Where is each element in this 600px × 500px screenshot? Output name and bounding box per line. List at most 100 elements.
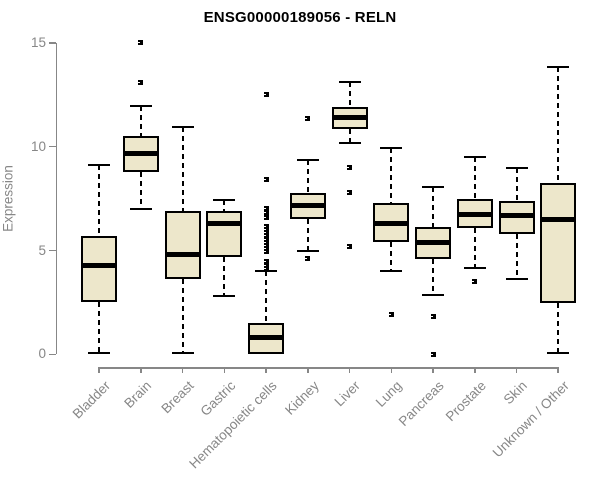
y-tick [49, 249, 56, 252]
outlier-point [263, 249, 269, 255]
outlier-point [263, 224, 269, 230]
whisker-upper [223, 199, 226, 212]
whisker-cap-lower [296, 249, 319, 252]
y-tick-label: 0 [38, 346, 46, 362]
whisker-cap-lower [129, 207, 152, 210]
whisker-lower [473, 227, 476, 269]
whisker-cap-upper [296, 159, 319, 162]
whisker-cap-lower [463, 267, 486, 270]
whisker-lower [348, 129, 351, 143]
x-tick [265, 367, 267, 373]
median-line [500, 212, 533, 218]
outlier-point [263, 92, 269, 98]
whisker-cap-upper [380, 146, 403, 149]
outlier-point [430, 351, 436, 357]
y-tick-label: 5 [38, 242, 46, 258]
outlier-point [263, 242, 269, 248]
whisker-cap-upper [505, 167, 528, 170]
whisker-cap-lower [171, 352, 194, 355]
x-tick [181, 367, 184, 373]
box [164, 211, 201, 279]
outlier-point [305, 256, 311, 262]
median-line [375, 221, 408, 226]
outlier-point [138, 79, 144, 85]
median-line [333, 115, 366, 121]
outlier-point [263, 265, 269, 271]
box [540, 183, 577, 304]
x-tick [432, 367, 434, 373]
outlier-point [263, 206, 269, 212]
x-tick-label: Prostate [442, 378, 489, 425]
whisker-cap-upper [129, 105, 152, 108]
y-tick [49, 353, 56, 356]
whisker-upper [348, 82, 351, 108]
whisker-cap-upper [338, 81, 361, 84]
whisker-lower [515, 233, 518, 279]
x-tick-label: Unknown / Other [489, 378, 572, 461]
x-tick [557, 367, 559, 373]
x-tick [223, 367, 226, 373]
median-line [291, 203, 324, 209]
outlier-point [388, 312, 394, 318]
whisker-upper [98, 165, 101, 236]
whisker-cap-lower [88, 352, 111, 355]
whisker-cap-lower [547, 352, 570, 355]
whisker-lower [98, 302, 101, 354]
outlier-point [263, 177, 269, 183]
median-line [83, 262, 116, 268]
whisker-lower [432, 258, 435, 296]
median-line [166, 252, 199, 258]
box [81, 235, 118, 303]
outlier-point [347, 164, 353, 170]
median-line [250, 335, 283, 341]
x-tick-label: Brain [121, 378, 155, 411]
whisker-lower [306, 219, 309, 251]
outlier-point [347, 243, 353, 249]
outlier-point [263, 214, 269, 220]
whisker-cap-upper [255, 270, 278, 273]
outlier-point [263, 209, 269, 215]
outlier-point [305, 116, 311, 122]
whisker-cap-upper [463, 156, 486, 159]
y-axis-line [55, 42, 57, 355]
outlier-point [263, 245, 269, 251]
x-tick-label: Pancreas [395, 378, 447, 429]
whisker-cap-upper [171, 125, 194, 128]
whisker-cap-lower [213, 295, 236, 298]
x-tick [515, 367, 518, 373]
x-tick-label: Liver [331, 378, 364, 410]
whisker-cap-lower [380, 270, 403, 273]
outlier-point [430, 314, 436, 320]
x-tick-label: Bladder [69, 378, 113, 422]
whisker-lower [181, 278, 184, 354]
chart-title: ENSG00000189056 - RELN [203, 9, 397, 26]
whisker-upper [515, 168, 518, 201]
whisker-cap-upper [422, 186, 445, 189]
x-tick-label: Lung [373, 378, 405, 410]
x-tick [307, 367, 309, 373]
outlier-point [263, 239, 269, 245]
y-tick-label: 15 [30, 34, 46, 50]
x-tick-label: Skin [500, 378, 531, 408]
outlier-point [472, 279, 478, 285]
whisker-upper [432, 187, 435, 227]
whisker-upper [473, 157, 476, 199]
x-tick [390, 367, 393, 373]
x-axis-line [98, 367, 560, 369]
median-line [417, 239, 450, 245]
x-tick [474, 367, 476, 373]
whisker-upper [557, 66, 560, 184]
whisker-cap-upper [88, 164, 111, 167]
outlier-point [138, 40, 144, 46]
box [206, 211, 243, 257]
y-tick [49, 42, 56, 44]
outlier-point [263, 262, 269, 268]
whisker-upper [139, 106, 142, 137]
whisker-lower [139, 171, 142, 209]
outlier-point [263, 236, 269, 242]
whisker-upper [181, 126, 184, 212]
whisker-lower [223, 256, 226, 297]
x-tick [98, 367, 100, 373]
